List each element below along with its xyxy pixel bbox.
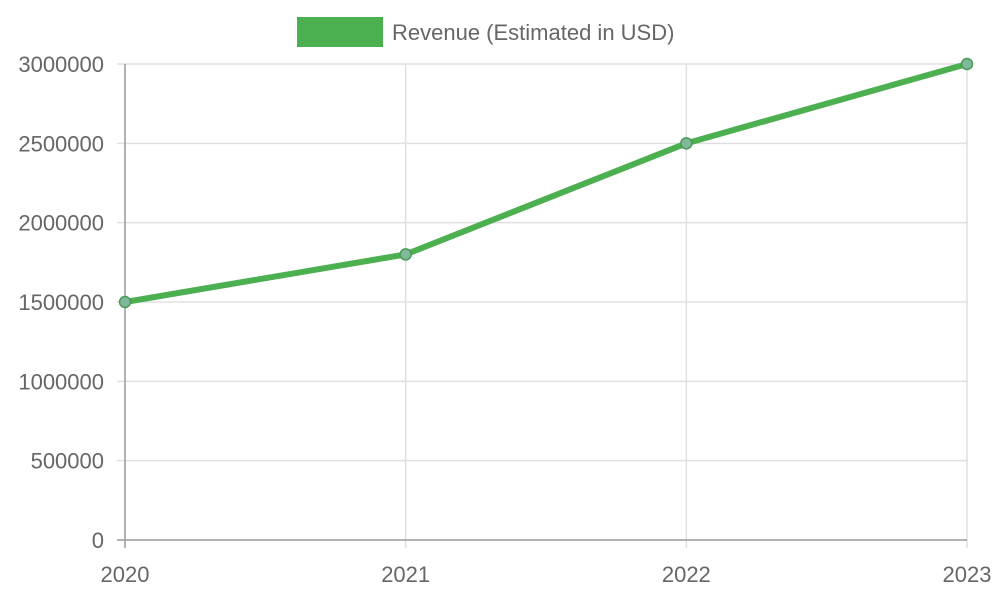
grid-layer bbox=[117, 63, 968, 548]
x-tick-label: 2022 bbox=[662, 562, 711, 587]
data-point[interactable] bbox=[118, 295, 132, 309]
data-point[interactable] bbox=[960, 57, 974, 71]
series-layer bbox=[118, 57, 974, 309]
y-tick-label: 2500000 bbox=[18, 131, 104, 156]
series-line bbox=[122, 61, 970, 305]
y-tick-label: 1000000 bbox=[18, 369, 104, 394]
x-tick-label: 2021 bbox=[381, 562, 430, 587]
y-tick-label: 2000000 bbox=[18, 211, 104, 236]
legend-label[interactable]: Revenue (Estimated in USD) bbox=[392, 20, 674, 45]
data-point[interactable] bbox=[399, 248, 412, 261]
y-tick-label: 500000 bbox=[31, 449, 104, 474]
legend-swatch[interactable] bbox=[297, 17, 383, 47]
y-tick-label: 1500000 bbox=[18, 290, 104, 315]
legend[interactable]: Revenue (Estimated in USD) bbox=[297, 17, 674, 47]
axis-layer: 0 500000 1000000 1500000 2000000 2500000 30000… bbox=[18, 52, 991, 587]
y-tick-label: 0 bbox=[92, 528, 104, 553]
x-tick-label: 2023 bbox=[943, 562, 992, 587]
data-point[interactable] bbox=[680, 137, 693, 150]
x-tick-label: 2020 bbox=[101, 562, 150, 587]
y-tick-label: 3000000 bbox=[18, 52, 104, 77]
